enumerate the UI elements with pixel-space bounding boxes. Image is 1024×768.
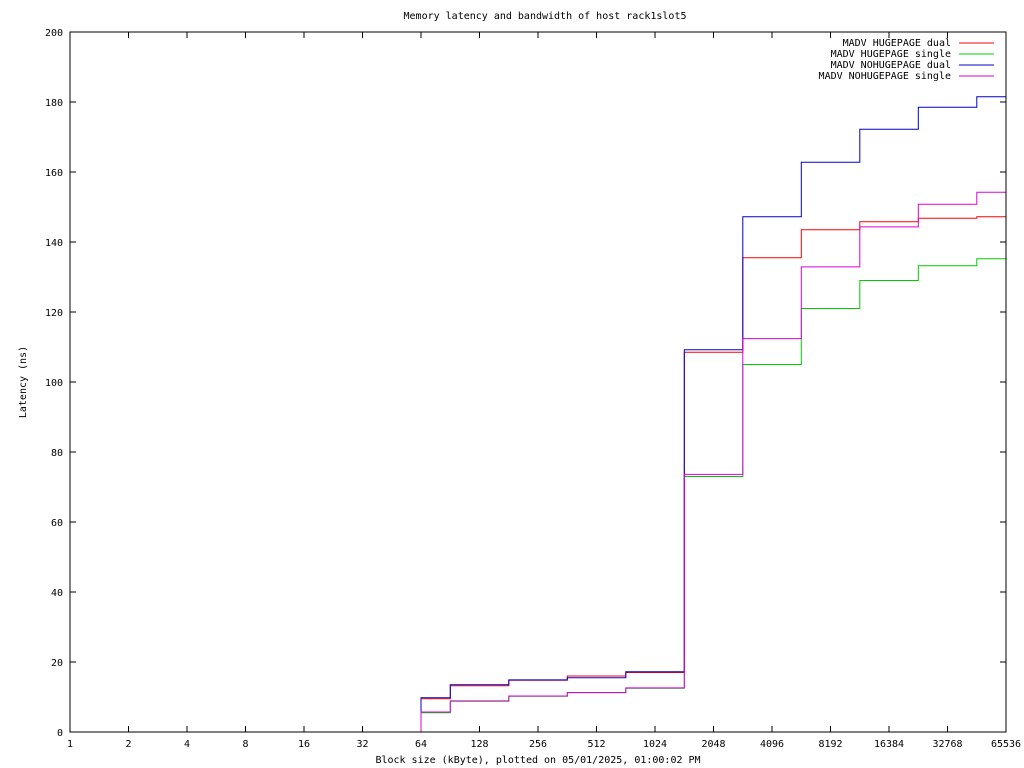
x-tick-label: 8192: [818, 739, 842, 750]
x-tick-label: 4096: [760, 739, 784, 750]
x-tick-label: 16384: [874, 739, 904, 750]
y-tick-label: 160: [45, 168, 63, 179]
x-tick-label: 64: [415, 739, 427, 750]
y-tick-label: 200: [45, 28, 63, 39]
y-tick-label: 0: [57, 728, 63, 739]
y-tick-label: 60: [51, 518, 63, 529]
x-tick-label: 1: [67, 739, 73, 750]
x-tick-label: 8: [242, 739, 248, 750]
x-axis-label: Block size (kByte), plotted on 05/01/202…: [375, 755, 700, 766]
x-tick-label: 2: [125, 739, 131, 750]
legend-label-1: MADV HUGEPAGE single: [831, 49, 951, 60]
series-line-2: [420, 96, 1006, 732]
legend-label-0: MADV HUGEPAGE dual: [843, 38, 951, 49]
y-tick-label: 120: [45, 308, 63, 319]
y-tick-label: 140: [45, 238, 63, 249]
x-tick-label: 4: [184, 739, 190, 750]
plot-frame: [69, 31, 1007, 733]
x-tick-label: 32: [356, 739, 368, 750]
x-tick-label: 512: [587, 739, 605, 750]
x-tick-label: 1024: [643, 739, 667, 750]
x-tick-label: 128: [470, 739, 488, 750]
y-tick-label: 20: [51, 658, 63, 669]
legend-label-3: MADV NOHUGEPAGE single: [819, 71, 951, 82]
chart-title: Memory latency and bandwidth of host rac…: [404, 11, 687, 22]
x-tick-label: 32768: [932, 739, 962, 750]
x-tick-label: 2048: [701, 739, 725, 750]
axis-ticks: 1 2 4 8 16 32 64 128 256 512 1024 2048 4096 8192 16384…: [45, 28, 1021, 750]
y-axis-label: Latency (ns): [18, 346, 29, 418]
y-tick-label: 180: [45, 98, 63, 109]
series-lines: [420, 96, 1006, 732]
series-line-1: [420, 258, 1006, 732]
x-tick-label: 256: [529, 739, 547, 750]
x-tick-label: 16: [298, 739, 310, 750]
y-tick-label: 100: [45, 378, 63, 389]
legend-label-2: MADV NOHUGEPAGE dual: [831, 60, 951, 71]
y-tick-label: 80: [51, 448, 63, 459]
x-tick-label: 65536: [991, 739, 1021, 750]
series-line-3: [420, 191, 1006, 732]
y-tick-label: 40: [51, 588, 63, 599]
